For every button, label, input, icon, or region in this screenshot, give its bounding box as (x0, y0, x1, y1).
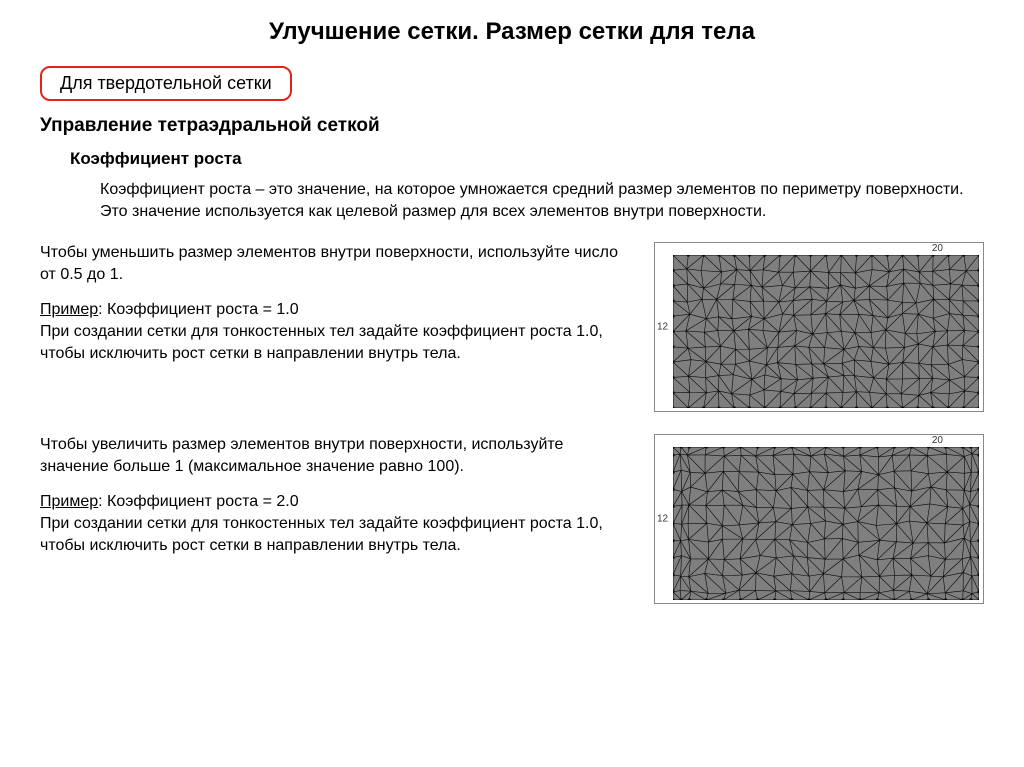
example-text-1: Чтобы уменьшить размер элементов внутри … (40, 242, 626, 378)
example-text-2: Чтобы увеличить размер элементов внутри … (40, 434, 626, 570)
subtitle: Управление тетраэдральной сеткой (40, 115, 984, 137)
section-title: Коэффициент роста (70, 149, 984, 169)
mesh-type-tag: Для твердотельной сетки (40, 66, 292, 101)
mesh-svg-coarse (673, 447, 979, 600)
example-value: : Коэффициент роста = 2.0 (98, 493, 298, 510)
block1-example: Пример: Коэффициент роста = 1.0 При созд… (40, 299, 626, 364)
axis-top-label: 20 (932, 243, 943, 254)
block2-intro: Чтобы увеличить размер элементов внутри … (40, 434, 626, 477)
block2-body: При создании сетки для тонкостенных тел … (40, 515, 603, 554)
axis-left-label: 12 (657, 322, 668, 333)
page-title: Улучшение сетки. Размер сетки для тела (40, 18, 984, 46)
block2-example: Пример: Коэффициент роста = 2.0 При созд… (40, 491, 626, 556)
axis-top-label: 20 (932, 435, 943, 446)
example-label: Пример (40, 301, 98, 318)
mesh-figure-2: 20 12 (654, 434, 984, 604)
section-definition: Коэффициент роста – это значение, на кот… (100, 179, 984, 222)
mesh-svg-fine (673, 255, 979, 408)
block1-intro: Чтобы уменьшить размер элементов внутри … (40, 242, 626, 285)
example-label: Пример (40, 493, 98, 510)
example-row-2: Чтобы увеличить размер элементов внутри … (40, 434, 984, 604)
mesh-figure-1: 20 12 (654, 242, 984, 412)
block1-body: При создании сетки для тонкостенных тел … (40, 323, 603, 362)
axis-left-label: 12 (657, 514, 668, 525)
example-row-1: Чтобы уменьшить размер элементов внутри … (40, 242, 984, 412)
example-value: : Коэффициент роста = 1.0 (98, 301, 298, 318)
